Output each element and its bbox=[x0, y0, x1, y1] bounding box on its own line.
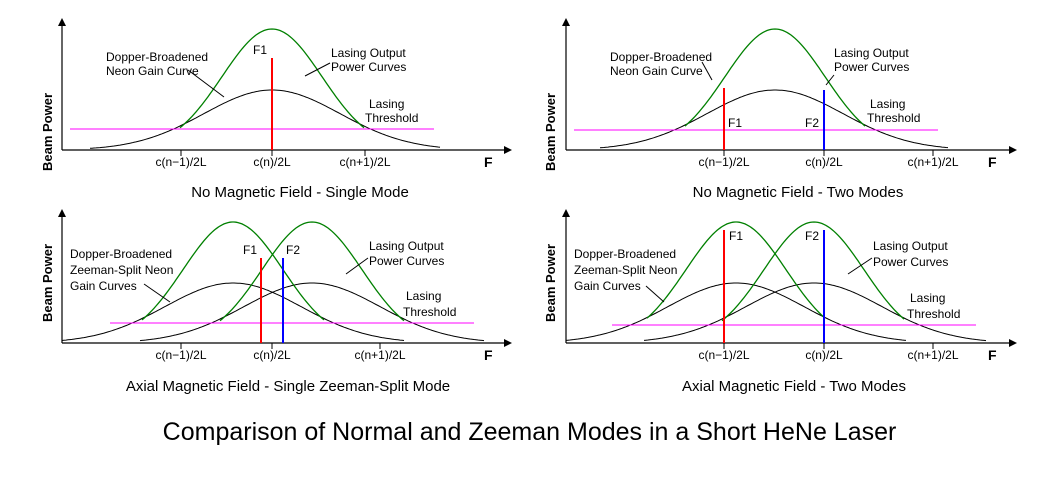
gain-curve-label-line: Gain Curves bbox=[70, 279, 137, 293]
mode-label-f1: F1 bbox=[243, 243, 257, 257]
output-curve-label-line: Power Curves bbox=[331, 60, 406, 74]
threshold-label-line: Threshold bbox=[907, 307, 960, 321]
tick-label: c(n+1)/2L bbox=[354, 348, 405, 362]
panel-no-field-single-mode: Beam Power F F1 c(n−1)/2L c(n)/2L c(n+1)… bbox=[40, 18, 512, 201]
panel-caption: Axial Magnetic Field - Single Zeeman-Spl… bbox=[126, 378, 450, 395]
tick-label: c(n−1)/2L bbox=[698, 348, 749, 362]
x-axis-label: F bbox=[988, 347, 997, 363]
output-curve-label-line: Power Curves bbox=[369, 254, 444, 268]
tick-label: c(n−1)/2L bbox=[155, 348, 206, 362]
gain-leader-line bbox=[187, 69, 225, 98]
output-curve-label-line: Power Curves bbox=[834, 60, 909, 74]
gain-curve-label-line: Gain Curves bbox=[574, 279, 641, 293]
gain-curve-label-line: Dopper-Broadened bbox=[70, 247, 172, 261]
y-axis-label: Beam Power bbox=[40, 93, 55, 171]
output-curve-label-line: Power Curves bbox=[873, 255, 948, 269]
output-leader-line bbox=[847, 257, 873, 275]
gain-curve-upper bbox=[139, 282, 485, 342]
tick-label: c(n+1)/2L bbox=[339, 155, 390, 169]
tick-label: c(n)/2L bbox=[253, 155, 291, 169]
tick-label: c(n+1)/2L bbox=[907, 155, 958, 169]
gain-curve-lower bbox=[565, 282, 907, 341]
output-curve-lower bbox=[141, 221, 325, 321]
threshold-label-line: Lasing bbox=[870, 97, 905, 111]
x-axis-label: F bbox=[988, 154, 997, 170]
y-axis-label: Beam Power bbox=[543, 244, 558, 322]
gain-leader-line bbox=[143, 283, 171, 303]
output-leader-line bbox=[825, 74, 835, 86]
tick-label: c(n−1)/2L bbox=[698, 155, 749, 169]
tick-label: c(n−1)/2L bbox=[155, 155, 206, 169]
threshold-label-line: Threshold bbox=[867, 111, 920, 125]
gain-curve-label-line: Zeeman-Split Neon bbox=[574, 263, 677, 277]
output-curve-lower bbox=[646, 221, 826, 319]
gain-curve-lower bbox=[61, 282, 405, 341]
threshold-label-line: Lasing bbox=[910, 291, 945, 305]
mode-label-f2: F2 bbox=[805, 116, 819, 130]
output-curve-label-line: Lasing Output bbox=[834, 46, 909, 60]
tick-label: c(n)/2L bbox=[253, 348, 291, 362]
x-axis-label: F bbox=[484, 347, 493, 363]
gain-curve-label-line: Dopper-Broadened bbox=[574, 247, 676, 261]
gain-curve-label-line: Zeeman-Split Neon bbox=[70, 263, 173, 277]
gain-curve-label-line: Neon Gain Curve bbox=[106, 64, 199, 78]
threshold-label-line: Threshold bbox=[403, 305, 456, 319]
gain-curve bbox=[599, 89, 949, 149]
threshold-label-line: Lasing bbox=[406, 289, 441, 303]
main-title: Comparison of Normal and Zeeman Modes in… bbox=[162, 418, 897, 446]
tick-label: c(n)/2L bbox=[805, 155, 843, 169]
output-curve bbox=[179, 28, 365, 129]
gain-curve-label-line: Dopper-Broadened bbox=[106, 50, 208, 64]
mode-label-f1: F1 bbox=[728, 116, 742, 130]
output-curve-upper bbox=[721, 221, 905, 322]
gain-curve-label-line: Dopper-Broadened bbox=[610, 50, 712, 64]
output-leader-line bbox=[304, 62, 331, 77]
panel-caption: No Magnetic Field - Single Mode bbox=[191, 184, 409, 201]
tick-label: c(n)/2L bbox=[805, 348, 843, 362]
output-curve-upper bbox=[219, 221, 405, 322]
output-curve-label-line: Lasing Output bbox=[369, 239, 444, 253]
panel-caption: Axial Magnetic Field - Two Modes bbox=[682, 378, 906, 395]
mode-label-f2: F2 bbox=[286, 243, 300, 257]
gain-curve-label-line: Neon Gain Curve bbox=[610, 64, 703, 78]
tick-label: c(n+1)/2L bbox=[907, 348, 958, 362]
panel-caption: No Magnetic Field - Two Modes bbox=[693, 184, 904, 201]
panel-axial-field-two-modes: Beam Power F F1 F2 c(n−1)/2L c(n)/2L c(n… bbox=[543, 209, 1017, 395]
panel-no-field-two-modes: Beam Power F F1 F2 c(n−1)/2L c(n)/2L c(n… bbox=[543, 18, 1017, 201]
threshold-label-line: Lasing bbox=[369, 97, 404, 111]
output-curve-label-line: Lasing Output bbox=[331, 46, 406, 60]
gain-leader-line bbox=[645, 285, 665, 303]
output-curve-label-line: Lasing Output bbox=[873, 239, 948, 253]
mode-label-f1: F1 bbox=[253, 43, 267, 57]
gain-curve-upper bbox=[643, 282, 987, 342]
panel-axial-field-single-zeeman-mode: Beam Power F F1 F2 c(n−1)/2L c(n)/2L c(n… bbox=[40, 209, 512, 395]
gain-leader-line bbox=[701, 61, 713, 81]
y-axis-label: Beam Power bbox=[40, 244, 55, 322]
gain-curve bbox=[89, 89, 441, 149]
threshold-label-line: Threshold bbox=[365, 111, 418, 125]
mode-label-f2: F2 bbox=[805, 229, 819, 243]
x-axis-label: F bbox=[484, 154, 493, 170]
mode-label-f1: F1 bbox=[729, 229, 743, 243]
output-curve bbox=[684, 28, 866, 127]
y-axis-label: Beam Power bbox=[543, 93, 558, 171]
output-leader-line bbox=[345, 257, 369, 275]
